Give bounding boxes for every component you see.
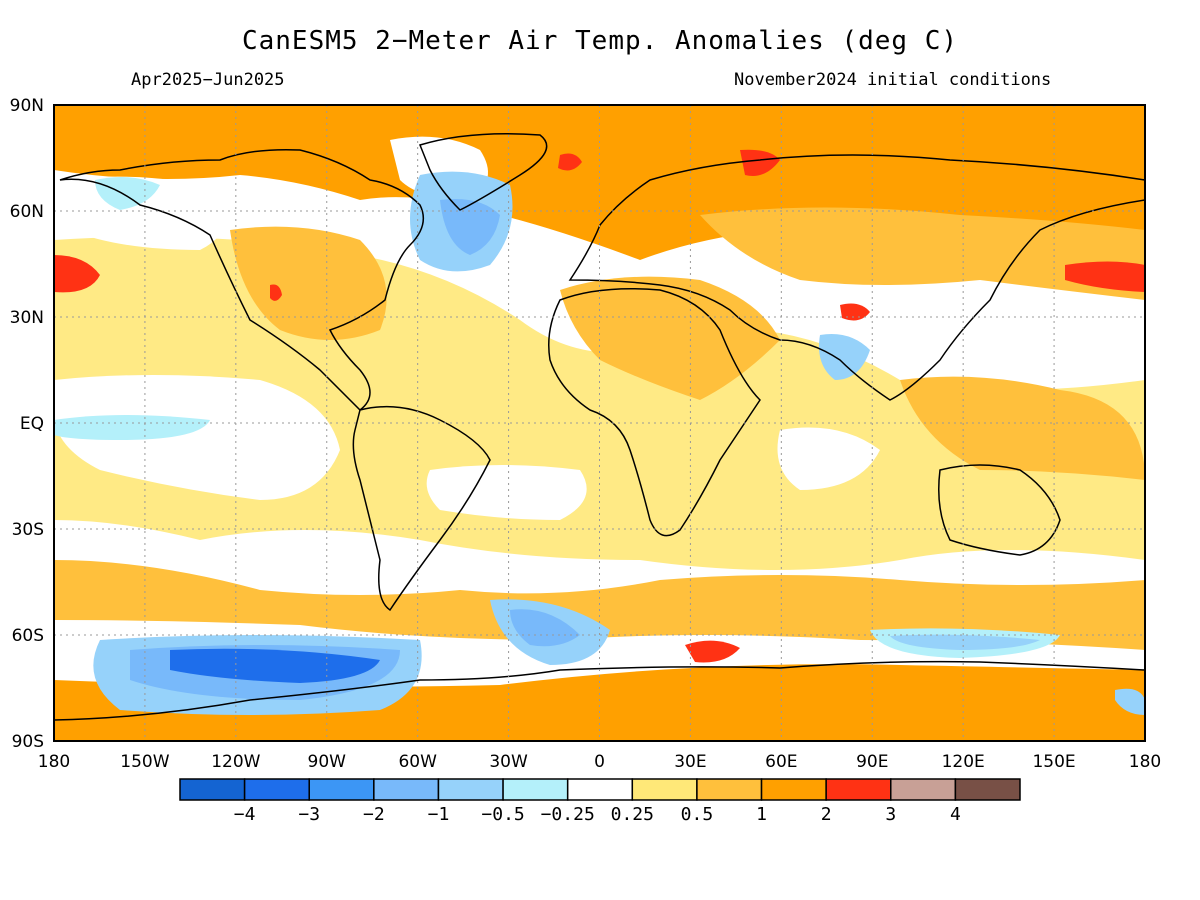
- lat-tick-label: 30N: [10, 308, 44, 328]
- colorbar-label: −0.5: [481, 804, 524, 825]
- colorbar-label: −4: [234, 804, 256, 825]
- lat-tick-label: 90S: [12, 732, 44, 752]
- latitude-labels: 90N 60N 30N EQ 30S 60S 90S: [10, 96, 44, 752]
- lat-tick-label: 90N: [10, 96, 44, 116]
- lon-tick-label: 90E: [856, 752, 888, 772]
- graticule: [54, 105, 1145, 741]
- colorbar-swatch: [373, 778, 440, 801]
- colorbar-swatch: [308, 778, 375, 801]
- lon-tick-label: 90W: [308, 752, 347, 772]
- colorbar-label: −0.25: [541, 804, 595, 825]
- lat-tick-label: EQ: [20, 414, 44, 434]
- lon-tick-label: 60W: [398, 752, 437, 772]
- lat-tick-label: 30S: [12, 520, 44, 540]
- lon-tick-label: 150W: [120, 752, 169, 772]
- colorbar-label: −2: [363, 804, 385, 825]
- colorbar-label: 2: [821, 804, 832, 825]
- colorbar-labels: −4 −3 −2 −1 −0.5 −0.25 0.25 0.5 1 2 3 4: [234, 804, 961, 825]
- colorbar-swatch: [631, 778, 698, 801]
- colorbar-swatch: [760, 778, 827, 801]
- anomaly-field: [54, 105, 1145, 741]
- lat-tick-label: 60S: [12, 626, 44, 646]
- colorbar-swatch: [954, 778, 1021, 801]
- lon-tick-label: 150E: [1032, 752, 1075, 772]
- colorbar-label: 0.25: [611, 804, 654, 825]
- lon-tick-label: 30W: [489, 752, 528, 772]
- lat-tick-label: 60N: [10, 202, 44, 222]
- lon-tick-label: 120W: [211, 752, 260, 772]
- longitude-labels: 180 150W 120W 90W 60W 30W 0 30E 60E 90E 120E 150E 18…: [38, 752, 1161, 772]
- map-title: CanESM5 2−Meter Air Temp. Anomalies (deg…: [241, 26, 959, 56]
- colorbar-label: 1: [756, 804, 767, 825]
- lon-tick-label: 180: [1129, 752, 1161, 772]
- map-frame: [53, 104, 1146, 742]
- colorbar-swatch: [890, 778, 957, 801]
- coastlines: [54, 133, 1145, 721]
- forecast-period: Apr2025−Jun2025: [131, 70, 285, 90]
- colorbar-swatch: [502, 778, 569, 801]
- colorbar: [179, 778, 1021, 801]
- lon-tick-label: 30E: [674, 752, 706, 772]
- colorbar-swatch: [179, 778, 246, 801]
- colorbar-label: 4: [950, 804, 961, 825]
- colorbar-swatch: [696, 778, 763, 801]
- colorbar-swatch: [243, 778, 310, 801]
- colorbar-swatch: [437, 778, 504, 801]
- colorbar-swatch: [825, 778, 892, 801]
- lon-tick-label: 60E: [765, 752, 797, 772]
- colorbar-label: 3: [885, 804, 896, 825]
- colorbar-label: −1: [428, 804, 450, 825]
- lon-tick-label: 120E: [942, 752, 985, 772]
- lon-tick-label: 180: [38, 752, 70, 772]
- colorbar-swatch: [566, 778, 634, 801]
- initial-conditions: November2024 initial conditions: [734, 70, 1052, 90]
- lon-tick-label: 0: [594, 752, 605, 772]
- colorbar-label: −3: [298, 804, 320, 825]
- colorbar-label: 0.5: [681, 804, 714, 825]
